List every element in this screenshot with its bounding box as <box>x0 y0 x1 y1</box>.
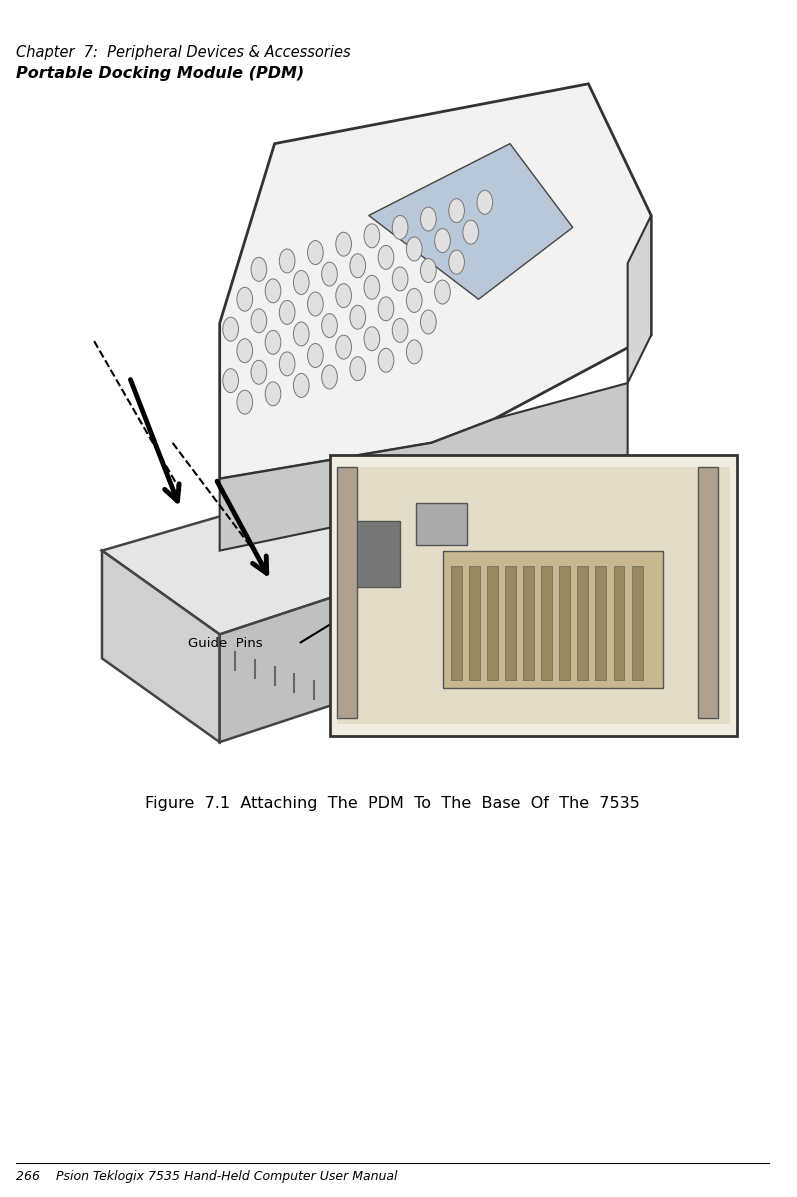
Circle shape <box>336 232 351 256</box>
Bar <box>487 566 498 680</box>
Circle shape <box>392 215 408 239</box>
Polygon shape <box>337 467 357 718</box>
Polygon shape <box>369 144 573 299</box>
Circle shape <box>449 250 465 274</box>
Circle shape <box>237 339 253 363</box>
Circle shape <box>265 330 281 354</box>
Text: Figure  7.1  Attaching  The  PDM  To  The  Base  Of  The  7535: Figure 7.1 Attaching The PDM To The Base… <box>145 796 640 812</box>
Circle shape <box>378 297 394 321</box>
Circle shape <box>322 262 337 286</box>
Polygon shape <box>698 467 718 718</box>
Circle shape <box>223 369 238 393</box>
Circle shape <box>392 318 408 342</box>
Circle shape <box>293 373 309 397</box>
Circle shape <box>279 300 295 324</box>
Circle shape <box>449 199 465 223</box>
Bar <box>451 566 462 680</box>
Text: Guide  Pins: Guide Pins <box>188 638 263 650</box>
Circle shape <box>223 317 238 341</box>
Circle shape <box>406 237 422 261</box>
Circle shape <box>279 249 295 273</box>
Bar <box>541 566 552 680</box>
Bar <box>349 521 400 587</box>
Bar <box>524 566 534 680</box>
Polygon shape <box>220 383 627 551</box>
Circle shape <box>279 352 295 376</box>
Circle shape <box>237 390 253 414</box>
Circle shape <box>336 284 351 308</box>
Text: Align  the  guide  pins  on  the  PDM  with  the
slots  on  the  base  of  the  : Align the guide pins on the PDM with the… <box>427 479 721 531</box>
Bar <box>469 566 480 680</box>
Circle shape <box>293 271 309 294</box>
Circle shape <box>350 357 366 381</box>
Bar <box>614 566 625 680</box>
Text: Portable Docking Module (PDM): Portable Docking Module (PDM) <box>16 66 304 81</box>
Circle shape <box>364 224 379 248</box>
Bar <box>416 503 467 545</box>
Circle shape <box>265 382 281 406</box>
Circle shape <box>336 335 351 359</box>
Circle shape <box>392 267 408 291</box>
Circle shape <box>406 340 422 364</box>
Circle shape <box>406 288 422 312</box>
Polygon shape <box>627 215 651 383</box>
Circle shape <box>350 305 366 329</box>
Circle shape <box>378 245 394 269</box>
Circle shape <box>293 322 309 346</box>
Circle shape <box>251 360 267 384</box>
Circle shape <box>308 344 324 367</box>
Circle shape <box>322 365 337 389</box>
Circle shape <box>237 287 253 311</box>
Polygon shape <box>102 455 510 634</box>
Circle shape <box>308 292 324 316</box>
Circle shape <box>251 309 267 333</box>
Polygon shape <box>220 84 651 479</box>
Circle shape <box>463 220 478 244</box>
Bar <box>329 455 737 736</box>
Circle shape <box>421 310 436 334</box>
Bar <box>337 467 729 724</box>
Circle shape <box>434 229 450 253</box>
Bar <box>505 566 516 680</box>
Circle shape <box>421 207 436 231</box>
Circle shape <box>364 327 379 351</box>
Circle shape <box>477 190 493 214</box>
Circle shape <box>265 279 281 303</box>
Text: 266    Psion Teklogix 7535 Hand-Held Computer User Manual: 266 Psion Teklogix 7535 Hand-Held Comput… <box>16 1169 397 1183</box>
Text: Chapter  7:  Peripheral Devices & Accessories: Chapter 7: Peripheral Devices & Accessor… <box>16 45 351 61</box>
Circle shape <box>350 254 366 278</box>
Bar <box>595 566 607 680</box>
Polygon shape <box>220 539 510 742</box>
Bar <box>631 566 642 680</box>
Circle shape <box>421 259 436 282</box>
Circle shape <box>378 348 394 372</box>
Polygon shape <box>102 551 220 742</box>
Bar <box>577 566 588 680</box>
Circle shape <box>434 280 450 304</box>
Bar <box>559 566 571 680</box>
Bar <box>443 551 663 688</box>
Circle shape <box>308 241 324 265</box>
Circle shape <box>364 275 379 299</box>
Circle shape <box>322 314 337 338</box>
Circle shape <box>251 257 267 281</box>
